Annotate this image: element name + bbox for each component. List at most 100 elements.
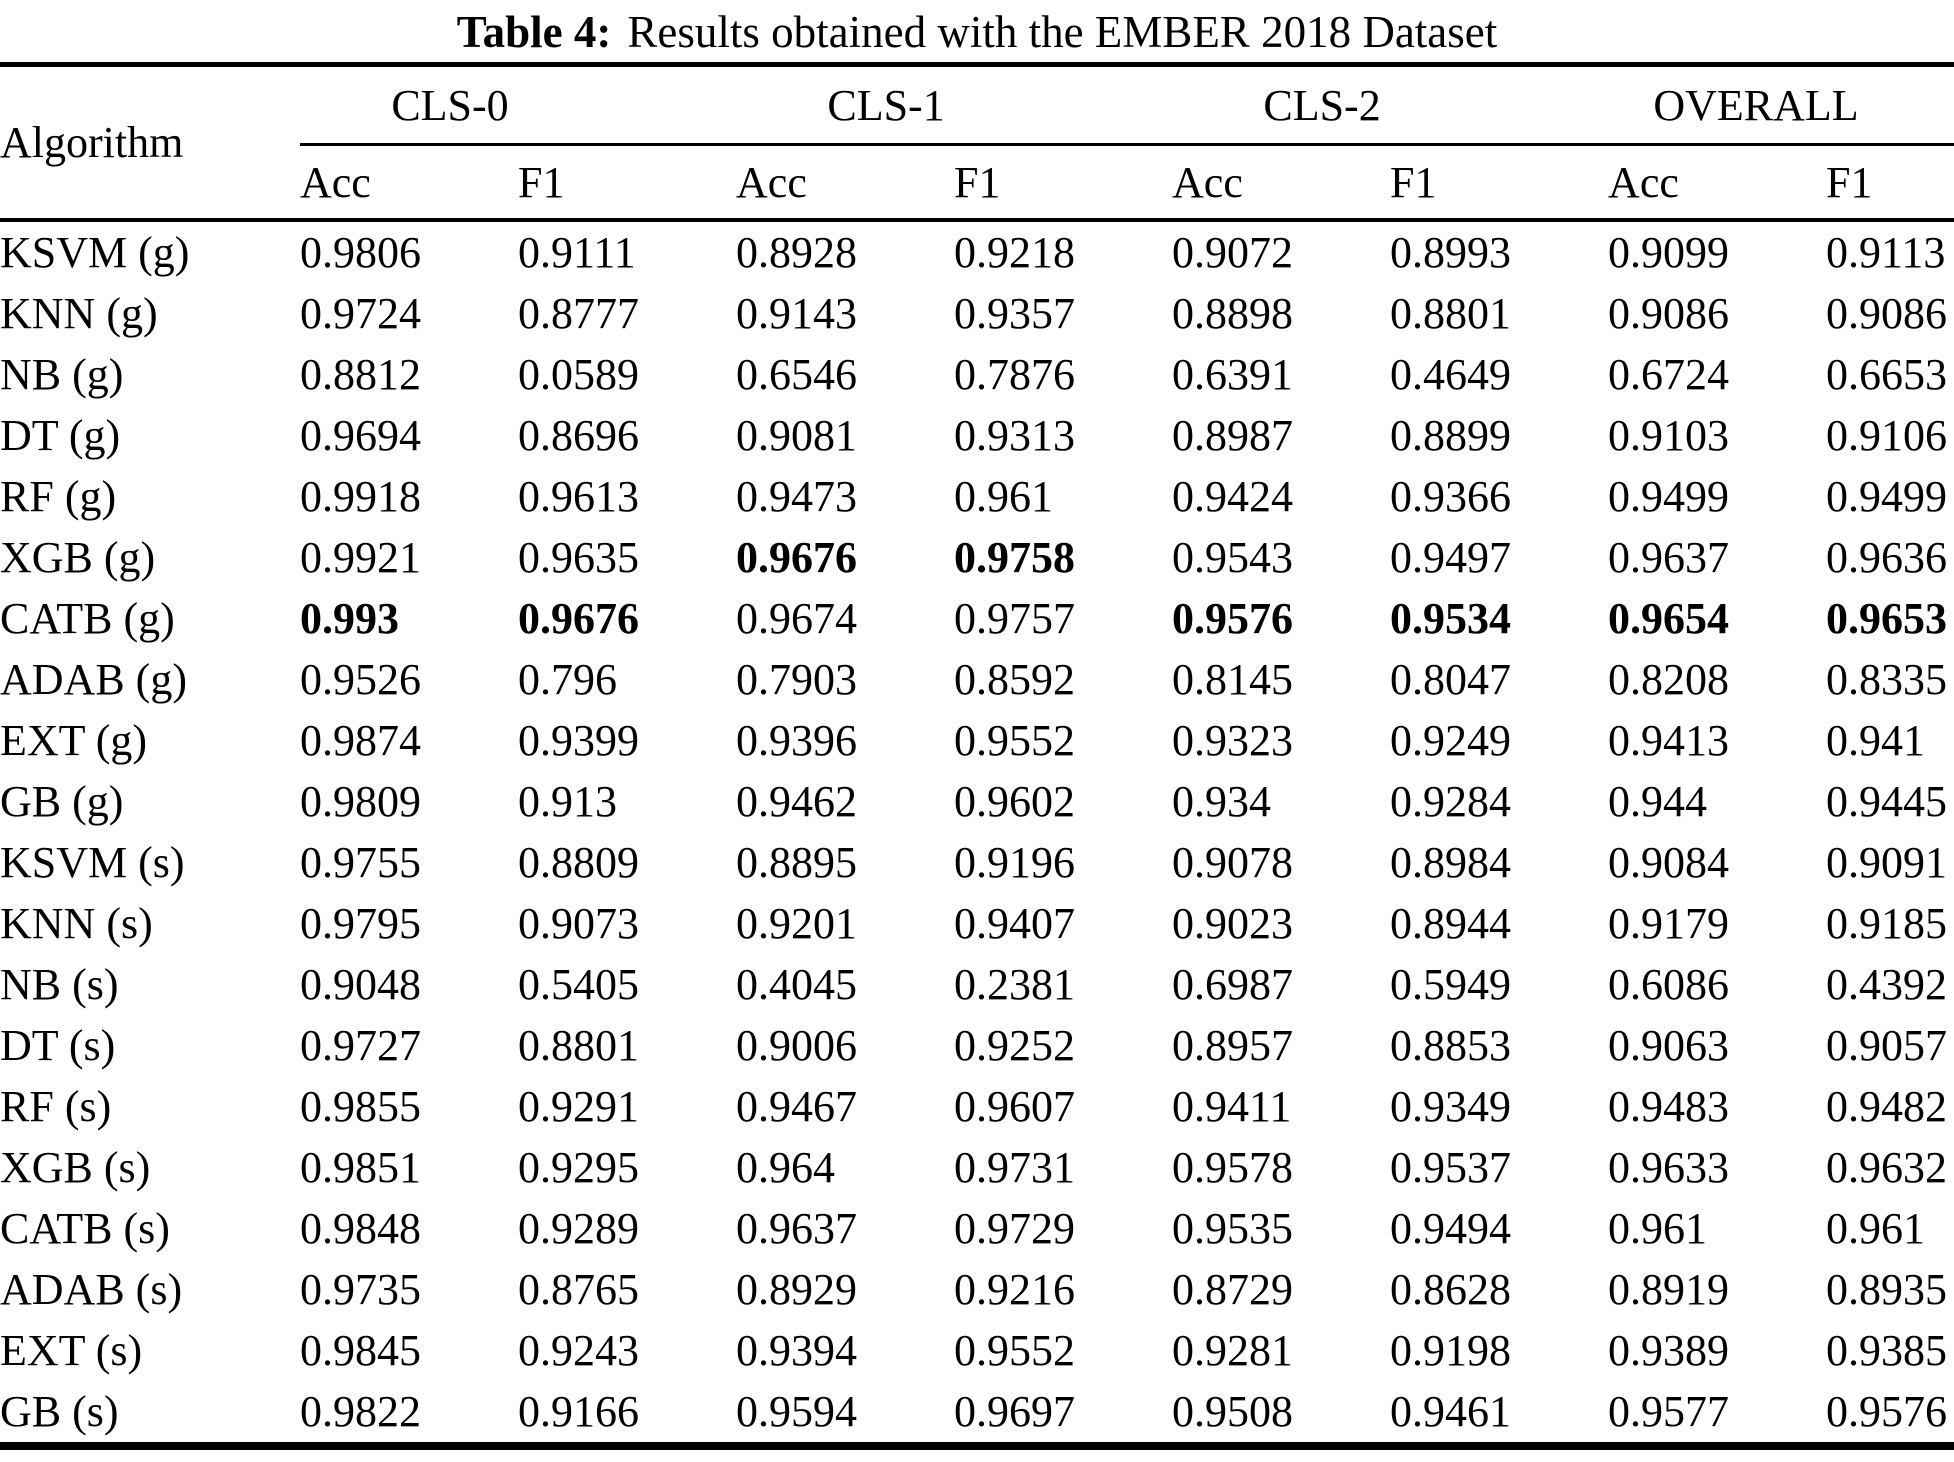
table-row: GB (s) 0.9822 0.9166 0.9594 0.9697 0.9508 0.94… [0, 1381, 1954, 1450]
metric-value: 0.9731 [954, 1143, 1076, 1192]
algorithm-label: XGB (g) [0, 533, 156, 582]
metric-value: 0.9755 [300, 838, 421, 887]
metric-value: 0.961 [954, 472, 1054, 521]
metric-value: 0.9099 [1608, 228, 1730, 277]
metric-value: 0.8801 [1390, 289, 1512, 338]
group-header-row: Algorithm CLS-0 CLS-1 CLS-2 OVERALL [0, 64, 1954, 222]
metric-value: 0.9654 [1608, 594, 1730, 643]
table-caption: Table 4: Results obtained with the EMBER … [0, 0, 1954, 62]
algorithm-label: ADAB (s) [0, 1265, 183, 1314]
algorithm-label: EXT (s) [0, 1326, 143, 1375]
metric-value: 0.8919 [1608, 1265, 1730, 1314]
metric-value: 0.9874 [300, 716, 421, 765]
metric-value: 0.9281 [1172, 1326, 1294, 1375]
metric-value: 0.9291 [518, 1082, 639, 1131]
table-row: CATB (s) 0.9848 0.9289 0.9637 0.9729 0.9535 0.… [0, 1198, 1954, 1259]
metric-value: 0.9676 [518, 594, 639, 643]
metric-value: 0.9576 [1826, 1381, 1954, 1450]
metric-value: 0.7903 [736, 655, 858, 704]
metric-value: 0.9494 [1390, 1204, 1512, 1253]
table-row: KSVM (s) 0.9755 0.8809 0.8895 0.9196 0.9078 0.… [0, 832, 1954, 893]
metric-value: 0.9218 [954, 228, 1076, 277]
metric-value: 0.8929 [736, 1265, 858, 1314]
metric-value: 0.9006 [736, 1021, 858, 1070]
algorithm-label: XGB (s) [0, 1143, 151, 1192]
group-header-cls0: CLS-0 [300, 64, 737, 146]
metric-value: 0.9399 [518, 716, 639, 765]
metric-value: 0.9081 [736, 411, 858, 460]
metric-value: 0.9063 [1608, 1021, 1730, 1070]
metric-value: 0.8935 [1826, 1265, 1948, 1314]
metric-value: 0.9848 [300, 1204, 421, 1253]
algorithm-label: DT (g) [0, 411, 121, 460]
table-row: EXT (g) 0.9874 0.9399 0.9396 0.9552 0.9323 0.9… [0, 710, 1954, 771]
metric-value: 0.9086 [1608, 289, 1730, 338]
metric-value: 0.9637 [736, 1204, 858, 1253]
metric-value: 0.9499 [1826, 472, 1948, 521]
subheader-cls0-acc: Acc [300, 144, 518, 222]
metric-value: 0.8993 [1390, 228, 1512, 277]
metric-value: 0.934 [1172, 777, 1272, 826]
metric-value: 0.9394 [736, 1326, 858, 1375]
metric-value: 0.8809 [518, 838, 639, 887]
metric-value: 0.9855 [300, 1082, 421, 1131]
metric-value: 0.9576 [1172, 594, 1294, 643]
table-row: ADAB (g) 0.9526 0.796 0.7903 0.8592 0.8145 0.8… [0, 649, 1954, 710]
metric-value: 0.9729 [954, 1204, 1076, 1253]
metric-value: 0.8777 [518, 289, 639, 338]
metric-value: 0.9196 [954, 838, 1076, 887]
metric-value: 0.9113 [1826, 228, 1946, 277]
metric-value: 0.8047 [1390, 655, 1512, 704]
metric-value: 0.9072 [1172, 228, 1294, 277]
metric-value: 0.9735 [300, 1265, 421, 1314]
metric-value: 0.9694 [300, 411, 421, 460]
metric-value: 0.9537 [1390, 1143, 1512, 1192]
metric-value: 0.9143 [736, 289, 858, 338]
metric-value: 0.5405 [518, 960, 639, 1009]
metric-value: 0.9809 [300, 777, 421, 826]
metric-value: 0.961 [1608, 1204, 1708, 1253]
metric-value: 0.9697 [954, 1381, 1173, 1450]
metric-value: 0.9249 [1390, 716, 1512, 765]
table-row: RF (g) 0.9918 0.9613 0.9473 0.961 0.9424 0.936… [0, 466, 1954, 527]
metric-value: 0.9086 [1826, 289, 1948, 338]
metric-value: 0.9462 [736, 777, 858, 826]
subheader-cls1-f1: F1 [954, 144, 1173, 222]
metric-value: 0.9366 [1390, 472, 1512, 521]
metric-value: 0.9103 [1608, 411, 1730, 460]
subheader-overall-acc: Acc [1608, 144, 1827, 222]
metric-value: 0.8592 [954, 655, 1076, 704]
metric-value: 0.961 [1826, 1204, 1926, 1253]
metric-value: 0.9357 [954, 289, 1076, 338]
algorithm-label: KSVM (g) [0, 228, 190, 277]
metric-value: 0.9806 [300, 228, 421, 277]
metric-value: 0.9467 [736, 1082, 858, 1131]
metric-value: 0.7876 [954, 350, 1076, 399]
metric-value: 0.9084 [1608, 838, 1730, 887]
metric-value: 0.9552 [954, 716, 1076, 765]
metric-value: 0.9313 [954, 411, 1076, 460]
metric-value: 0.9534 [1390, 594, 1512, 643]
metric-value: 0.9526 [300, 655, 421, 704]
metric-value: 0.2381 [954, 960, 1076, 1009]
metric-value: 0.796 [518, 655, 617, 704]
metric-value: 0.9106 [1826, 411, 1948, 460]
metric-value: 0.8628 [1390, 1265, 1512, 1314]
metric-value: 0.8895 [736, 838, 858, 887]
metric-value: 0.9577 [1608, 1381, 1827, 1450]
metric-value: 0.8984 [1390, 838, 1512, 887]
table-row: RF (s) 0.9855 0.9291 0.9467 0.9607 0.9411 0.93… [0, 1076, 1954, 1137]
metric-value: 0.9424 [1172, 472, 1294, 521]
metric-value: 0.9757 [954, 594, 1076, 643]
table-row: EXT (s) 0.9845 0.9243 0.9394 0.9552 0.9281 0.9… [0, 1320, 1954, 1381]
algorithm-label: EXT (g) [0, 716, 148, 765]
metric-value: 0.9795 [300, 899, 421, 948]
metric-value: 0.9411 [1172, 1082, 1292, 1131]
metric-value: 0.9389 [1608, 1326, 1730, 1375]
metric-value: 0.8987 [1172, 411, 1294, 460]
metric-value: 0.9349 [1390, 1082, 1512, 1131]
metric-value: 0.9473 [736, 472, 858, 521]
metric-value: 0.9166 [518, 1381, 737, 1450]
algorithm-label: RF (s) [0, 1082, 112, 1131]
metric-value: 0.8765 [518, 1265, 639, 1314]
